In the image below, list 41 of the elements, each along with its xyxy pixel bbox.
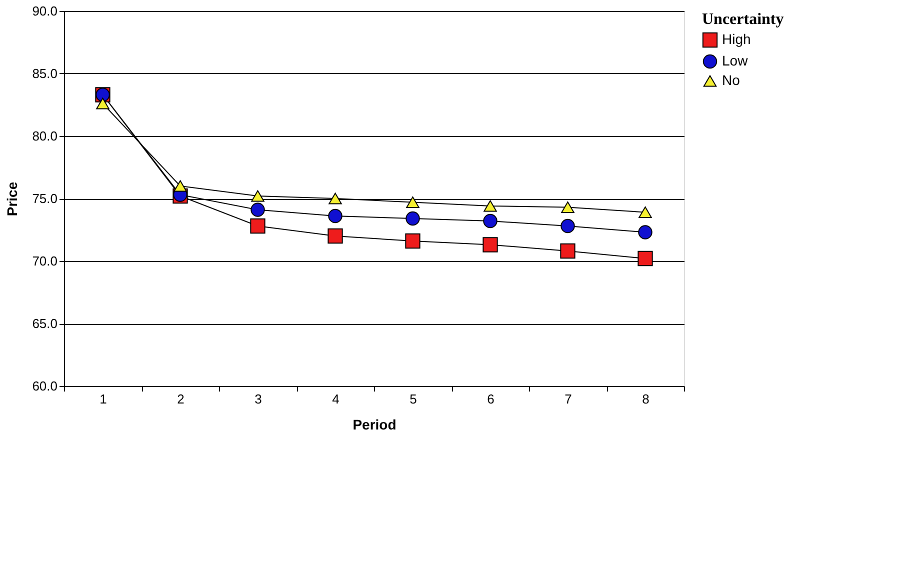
point [96, 98, 110, 110]
x-tick-label: 5 [410, 392, 417, 406]
legend-label: High [722, 31, 751, 47]
x-axis-title: Period [352, 416, 396, 432]
point [406, 196, 420, 208]
point [483, 214, 498, 228]
y-tick-label: 65.0 [32, 316, 58, 331]
point [250, 202, 265, 217]
legend-title: Uncertainty [702, 11, 784, 28]
point [560, 243, 576, 259]
x-tick-label: 4 [332, 392, 340, 406]
point [328, 228, 343, 244]
point [174, 180, 187, 192]
y-tick-label: 85.0 [32, 66, 58, 81]
y-tick-label: 90.0 [32, 4, 58, 18]
x-tick-label: 3 [254, 392, 262, 406]
point [484, 200, 497, 212]
point [328, 192, 342, 204]
point [561, 201, 574, 214]
y-axis-title: Price [4, 182, 20, 216]
point [405, 233, 420, 249]
x-tick-label: 1 [100, 392, 107, 406]
point [250, 218, 266, 234]
x-tick-label: 6 [487, 392, 494, 406]
legend-label: Low [722, 52, 749, 68]
y-tick-label: 60.0 [32, 378, 58, 394]
point [328, 208, 342, 224]
point [560, 218, 575, 234]
point [638, 206, 652, 218]
x-tick-label: 2 [177, 392, 184, 406]
y-tick-label: 75.0 [32, 191, 58, 206]
point [482, 237, 498, 252]
y-tick-label: 80.0 [32, 128, 58, 144]
x-tick-label: 7 [564, 392, 572, 406]
point [251, 190, 264, 202]
point [638, 225, 652, 240]
legend-label: No [722, 72, 740, 88]
y-tick-label: 70.0 [32, 254, 58, 268]
x-tick-label: 8 [642, 392, 650, 406]
point [406, 211, 420, 226]
point [638, 250, 653, 266]
